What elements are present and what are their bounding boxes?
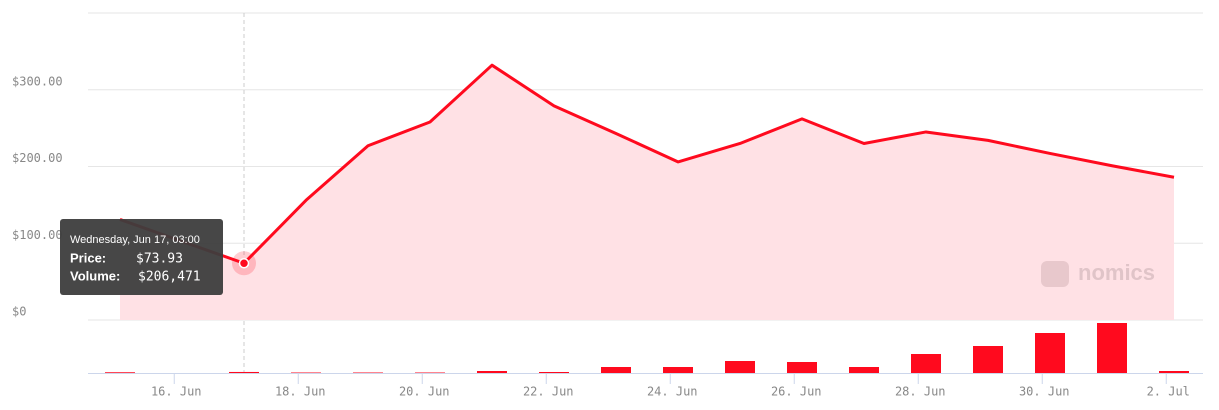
tooltip-price: $73.93 bbox=[136, 252, 183, 267]
tooltip: Wednesday, Jun 17, 03:00 Price: $73.93 V… bbox=[60, 219, 223, 295]
volume-bar bbox=[663, 367, 693, 373]
volume-bar bbox=[601, 367, 631, 373]
watermark: nomics bbox=[1041, 260, 1155, 287]
plot: $0 $100.00 $200.00 $300.00 16. Jun 18. Jun 20.… bbox=[12, 13, 1203, 399]
x-tick-label: 2. Jul bbox=[1147, 385, 1190, 399]
volume-bar bbox=[353, 372, 383, 373]
tooltip-price-label: Price: bbox=[70, 250, 106, 265]
tooltip-volume-label: Volume: bbox=[70, 268, 120, 283]
volume-bar bbox=[911, 354, 941, 373]
tooltip-title: Wednesday, Jun 17, 03:00 bbox=[70, 234, 200, 246]
y-tick-label: $300.00 bbox=[12, 74, 63, 88]
y-tick-label: $100.00 bbox=[12, 228, 63, 242]
x-tick-label: 22. Jun bbox=[523, 385, 574, 399]
volume-bar bbox=[539, 372, 569, 373]
x-tick-label: 16. Jun bbox=[151, 385, 202, 399]
volume-bar bbox=[787, 362, 817, 373]
volume-bar bbox=[105, 372, 135, 373]
volume-bar bbox=[291, 372, 321, 373]
x-tick-label: 26. Jun bbox=[771, 385, 822, 399]
volume-bar bbox=[229, 371, 259, 373]
tooltip-box bbox=[60, 219, 223, 295]
volume-bar bbox=[1097, 323, 1127, 373]
watermark-icon bbox=[1041, 261, 1069, 287]
volume-bar bbox=[415, 372, 445, 373]
hover-point bbox=[238, 258, 250, 269]
volume-bar bbox=[1035, 333, 1065, 373]
y-tick-label: $0 bbox=[12, 305, 26, 319]
volume-bar bbox=[1159, 371, 1189, 373]
x-tick-label: 20. Jun bbox=[399, 385, 450, 399]
tooltip-volume: $206,471 bbox=[138, 270, 201, 285]
price-area bbox=[120, 65, 1174, 320]
price-line bbox=[119, 63, 1175, 265]
x-tick-label: 24. Jun bbox=[647, 385, 698, 399]
volume-bar bbox=[477, 371, 507, 373]
volume-bar bbox=[849, 367, 879, 373]
volume-bar bbox=[973, 346, 1003, 373]
watermark-text: nomics bbox=[1078, 260, 1155, 285]
x-tick-label: 18. Jun bbox=[275, 385, 326, 399]
volume-bar bbox=[725, 361, 755, 373]
x-tick-label: 30. Jun bbox=[1019, 385, 1070, 399]
x-tick-label: 28. Jun bbox=[895, 385, 946, 399]
y-tick-label: $200.00 bbox=[12, 151, 63, 165]
